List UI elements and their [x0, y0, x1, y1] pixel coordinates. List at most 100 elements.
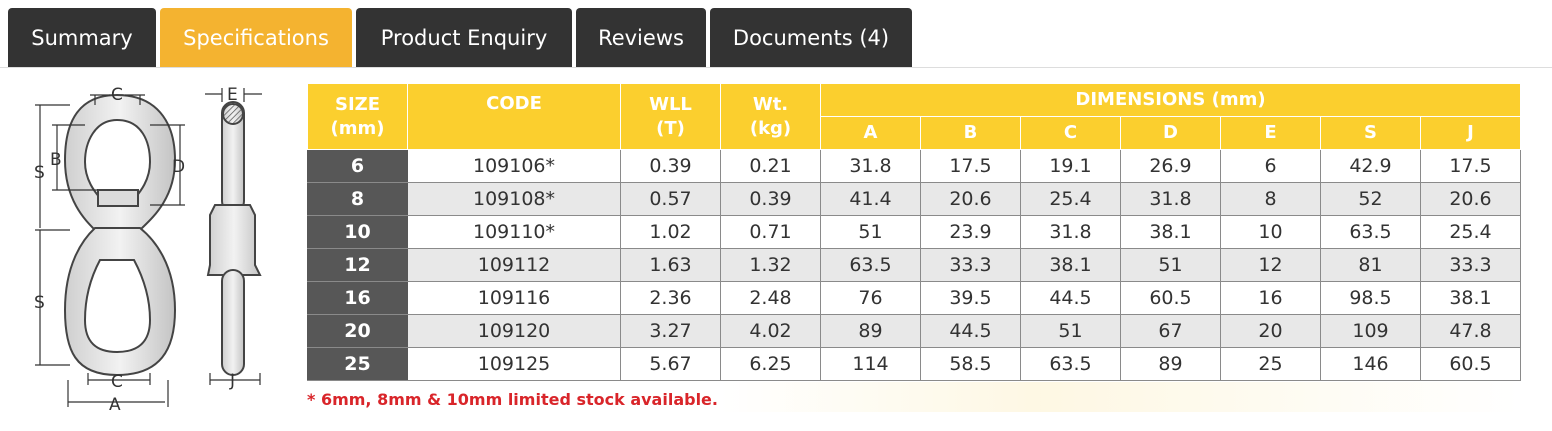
tab-divider [0, 67, 1552, 68]
dim-c-cell: 51 [1020, 314, 1121, 348]
tab-specifications[interactable]: Specifications [160, 8, 352, 68]
table-row: 20 109120 3.27 4.02 89 44.5 51 67 20 109 47.8 [307, 314, 1521, 348]
header-wt-label: Wt. (kg) [749, 93, 792, 139]
table-row: 16 109116 2.36 2.48 76 39.5 44.5 60.5 16 98.5 38.1 [307, 281, 1521, 315]
lower-eye-hole [83, 259, 152, 354]
dim-d-cell: 26.9 [1120, 149, 1221, 183]
dim-a-cell: 63.5 [820, 248, 921, 282]
wll-cell: 0.57 [620, 182, 721, 216]
dim-j-cell: 20.6 [1420, 182, 1521, 216]
dim-a-cell: 114 [820, 347, 921, 381]
specifications-table: SIZE (mm) CODE WLL (T) Wt. (kg) DIMENSIO… [307, 83, 1521, 381]
dim-s-cell: 109 [1320, 314, 1421, 348]
dim-a-cell: 41.4 [820, 182, 921, 216]
tab-documents[interactable]: Documents (4) [710, 8, 912, 68]
dim-d-cell: 38.1 [1120, 215, 1221, 249]
weight-cell: 4.02 [720, 314, 821, 348]
header-dim-j: J [1420, 116, 1521, 150]
dim-e-cell: 16 [1220, 281, 1321, 315]
header-dimensions: DIMENSIONS (mm) [820, 83, 1521, 117]
label-d: D [172, 157, 185, 177]
code-cell: 109116 [407, 281, 621, 315]
size-cell: 20 [307, 314, 408, 348]
weight-cell: 0.21 [720, 149, 821, 183]
dim-j-cell: 17.5 [1420, 149, 1521, 183]
weight-cell: 2.48 [720, 281, 821, 315]
side-collar [206, 204, 262, 276]
header-size-label: SIZE (mm) [330, 93, 385, 139]
label-s-lower: S [34, 293, 45, 313]
dim-b-cell: 23.9 [920, 215, 1021, 249]
dim-b-cell: 44.5 [920, 314, 1021, 348]
code-cell: 109125 [407, 347, 621, 381]
dim-s-cell: 63.5 [1320, 215, 1421, 249]
dim-e-cell: 20 [1220, 314, 1321, 348]
code-cell: 109110* [407, 215, 621, 249]
header-dim-s: S [1320, 116, 1421, 150]
header-dim-a: A [820, 116, 921, 150]
swivel-drawing: C E B D S S C A J [10, 80, 280, 415]
size-cell: 25 [307, 347, 408, 381]
table-row: 8 109108* 0.57 0.39 41.4 20.6 25.4 31.8 8 52 20.6 [307, 182, 1521, 216]
background-watermark [720, 382, 1520, 412]
dim-j-cell: 33.3 [1420, 248, 1521, 282]
size-cell: 16 [307, 281, 408, 315]
dim-c-cell: 25.4 [1020, 182, 1121, 216]
dim-s-cell: 42.9 [1320, 149, 1421, 183]
table-row: 6 109106* 0.39 0.21 31.8 17.5 19.1 26.9 6 42.9 17.… [307, 149, 1521, 183]
wll-cell: 2.36 [620, 281, 721, 315]
size-cell: 8 [307, 182, 408, 216]
dim-b-cell: 17.5 [920, 149, 1021, 183]
side-section [222, 103, 244, 125]
dim-b-cell: 20.6 [920, 182, 1021, 216]
tab-product-enquiry[interactable]: Product Enquiry [356, 8, 572, 68]
upper-eye-hole [83, 118, 152, 199]
weight-cell: 0.39 [720, 182, 821, 216]
dim-e-cell: 10 [1220, 215, 1321, 249]
dim-a-cell: 31.8 [820, 149, 921, 183]
dim-d-cell: 89 [1120, 347, 1221, 381]
dim-a-cell: 76 [820, 281, 921, 315]
weight-cell: 1.32 [720, 248, 821, 282]
dim-d-cell: 31.8 [1120, 182, 1221, 216]
wll-cell: 1.02 [620, 215, 721, 249]
size-cell: 10 [307, 215, 408, 249]
dim-b-cell: 39.5 [920, 281, 1021, 315]
dim-b-cell: 33.3 [920, 248, 1021, 282]
label-c-bottom: C [111, 372, 123, 392]
table-row: 10 109110* 1.02 0.71 51 23.9 31.8 38.1 10 63.5 25.… [307, 215, 1521, 249]
code-cell: 109106* [407, 149, 621, 183]
tab-reviews[interactable]: Reviews [576, 8, 706, 68]
size-cell: 6 [307, 149, 408, 183]
dim-c-cell: 63.5 [1020, 347, 1121, 381]
dim-a-cell: 51 [820, 215, 921, 249]
dim-a-cell: 89 [820, 314, 921, 348]
dim-c-cell: 38.1 [1020, 248, 1121, 282]
header-wll: WLL (T) [620, 83, 721, 150]
header-dimensions-label: DIMENSIONS (mm) [1075, 89, 1266, 110]
header-code-label: CODE [486, 93, 542, 114]
header-code: CODE [407, 83, 621, 150]
swivel-diagram: C E B D S S C A J [34, 85, 262, 415]
tab-summary[interactable]: Summary [8, 8, 156, 68]
dim-s-cell: 81 [1320, 248, 1421, 282]
table-body: 6 109106* 0.39 0.21 31.8 17.5 19.1 26.9 6 42.9 17.… [307, 149, 1521, 381]
label-j: J [229, 371, 235, 391]
dim-s-cell: 52 [1320, 182, 1421, 216]
dim-s-cell: 98.5 [1320, 281, 1421, 315]
label-b: B [50, 150, 62, 170]
code-cell: 109108* [407, 182, 621, 216]
table-row: 12 109112 1.63 1.32 63.5 33.3 38.1 51 12 81 33.3 [307, 248, 1521, 282]
dim-s-cell: 146 [1320, 347, 1421, 381]
dim-d-cell: 51 [1120, 248, 1221, 282]
dim-d-cell: 67 [1120, 314, 1221, 348]
wll-cell: 0.39 [620, 149, 721, 183]
weight-cell: 6.25 [720, 347, 821, 381]
label-c-top: C [111, 85, 123, 105]
dim-c-cell: 31.8 [1020, 215, 1121, 249]
side-lower-shank [221, 269, 245, 376]
code-cell: 109120 [407, 314, 621, 348]
weight-cell: 0.71 [720, 215, 821, 249]
dim-c-cell: 44.5 [1020, 281, 1121, 315]
wll-cell: 3.27 [620, 314, 721, 348]
